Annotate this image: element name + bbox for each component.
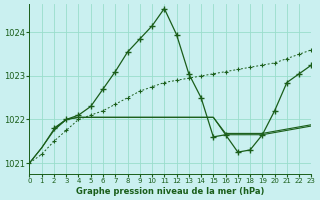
X-axis label: Graphe pression niveau de la mer (hPa): Graphe pression niveau de la mer (hPa)	[76, 187, 265, 196]
